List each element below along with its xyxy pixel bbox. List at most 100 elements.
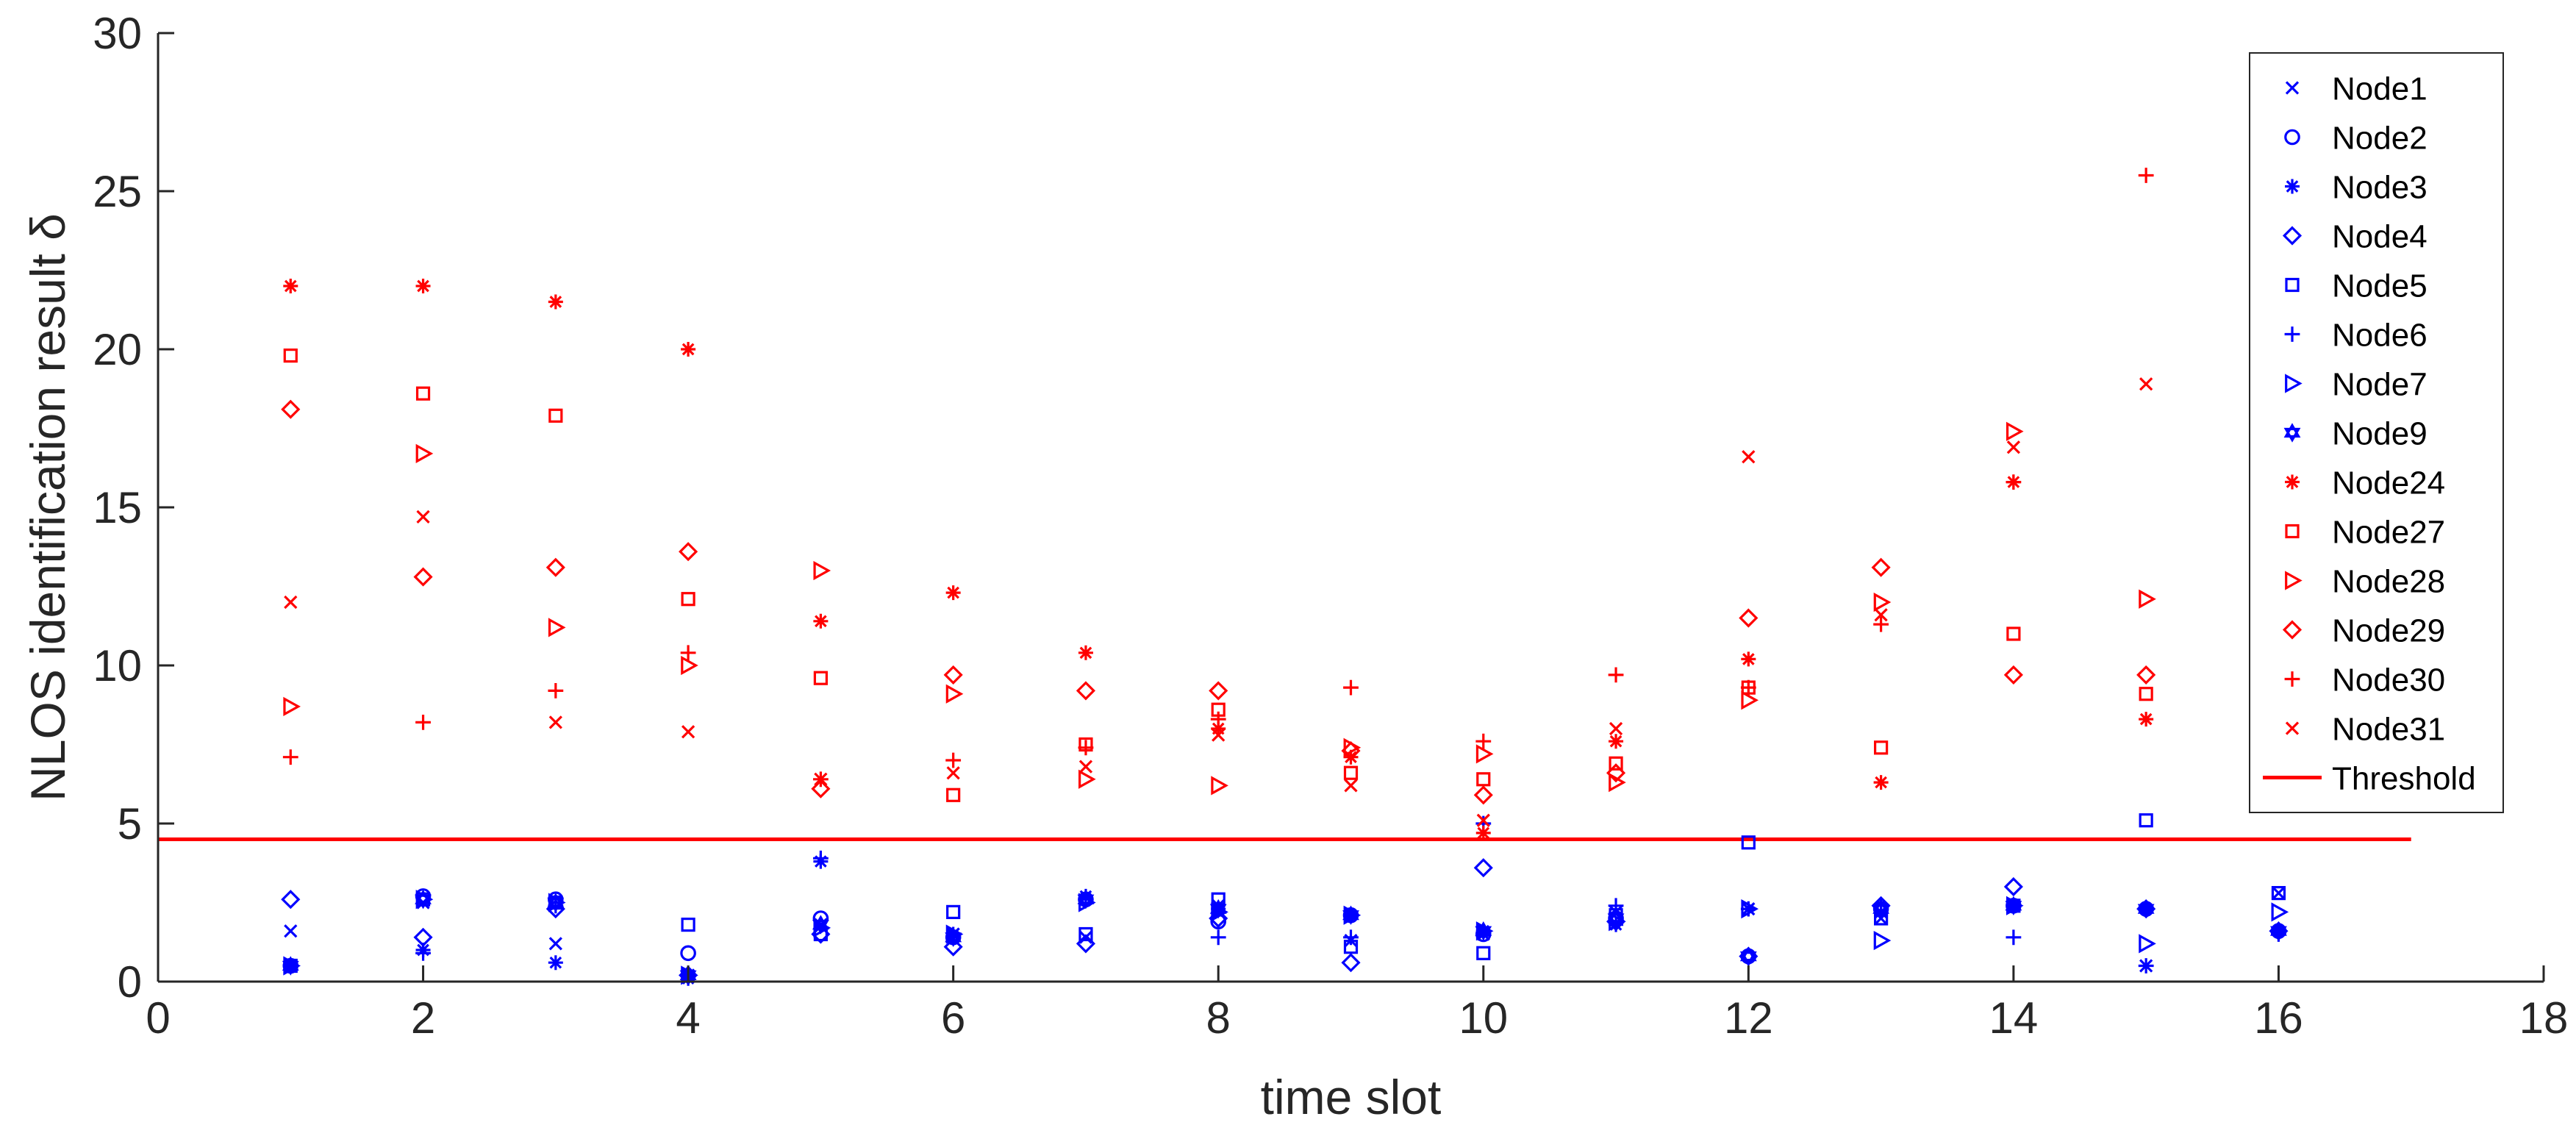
legend-label: Node9 xyxy=(2332,416,2427,452)
x-tick-label: 16 xyxy=(2254,993,2303,1043)
data-point xyxy=(943,937,963,957)
legend: Node1 Node2 Node3 Node4 Node5 Node6 Node7 Node9… xyxy=(2249,52,2504,813)
series-node9 xyxy=(282,889,2287,985)
data-point xyxy=(1078,645,1093,660)
legend-label: Node5 xyxy=(2332,268,2427,304)
data-point xyxy=(1077,889,1095,910)
y-tick-label: 15 xyxy=(93,483,142,532)
data-point xyxy=(282,749,298,765)
data-point xyxy=(2139,712,2154,727)
data-point xyxy=(2138,168,2154,183)
data-point xyxy=(1740,679,1756,696)
data-point xyxy=(1475,744,1494,764)
legend-label: Threshold xyxy=(2332,761,2476,797)
data-point xyxy=(812,850,829,866)
data-point xyxy=(1873,616,1889,632)
x-tick-label: 4 xyxy=(676,993,700,1043)
legend-entry: Node31 xyxy=(2285,712,2445,748)
data-point xyxy=(1607,908,1625,929)
data-point xyxy=(946,766,960,780)
data-point xyxy=(548,408,563,423)
data-point xyxy=(1609,734,1624,749)
data-point xyxy=(946,904,961,920)
data-point xyxy=(1873,592,1892,612)
x-axis-title: time slot xyxy=(1261,1070,1442,1124)
data-point xyxy=(1078,926,1093,942)
legend-swatch xyxy=(2285,179,2300,194)
data-point xyxy=(1871,557,1891,577)
data-point xyxy=(1210,711,1226,727)
data-point xyxy=(813,671,828,685)
data-point xyxy=(1741,690,1759,710)
data-point xyxy=(2006,929,2022,946)
legend-entry: Threshold xyxy=(2263,761,2476,797)
data-point xyxy=(1739,946,1757,966)
data-point xyxy=(413,567,433,587)
legend-swatch xyxy=(2284,671,2300,687)
data-point xyxy=(548,618,566,637)
data-point xyxy=(681,342,696,357)
legend-label: Node6 xyxy=(2332,318,2427,354)
series-node2 xyxy=(282,888,2287,974)
data-point xyxy=(681,917,695,932)
data-point xyxy=(2270,921,2287,941)
legend-swatch xyxy=(2285,474,2300,490)
legend-label: Node4 xyxy=(2332,219,2427,255)
x-tick-label: 6 xyxy=(941,993,965,1043)
data-point xyxy=(1475,733,1492,749)
legend-entry: Node24 xyxy=(2285,465,2445,501)
legend-swatch xyxy=(2282,226,2303,246)
data-point xyxy=(283,349,298,363)
data-point xyxy=(1873,775,1889,790)
series-node28 xyxy=(283,421,2156,796)
y-tick-label: 5 xyxy=(118,799,142,849)
data-point xyxy=(681,655,698,676)
data-point xyxy=(1873,930,1892,951)
data-point xyxy=(415,945,431,961)
data-point xyxy=(547,893,565,912)
data-point xyxy=(548,294,563,310)
legend-swatch xyxy=(2285,524,2300,539)
data-point xyxy=(813,613,829,629)
data-point xyxy=(945,752,962,768)
data-point xyxy=(1739,608,1759,628)
legend-swatch xyxy=(2282,620,2303,640)
data-point xyxy=(281,890,301,910)
series-node30 xyxy=(282,168,2154,787)
data-point xyxy=(548,683,564,699)
series-node27 xyxy=(283,349,2153,802)
data-point xyxy=(2136,665,2156,685)
legend-entry: Node28 xyxy=(2285,564,2445,600)
legend-entry: Node5 xyxy=(2285,268,2427,304)
data-point xyxy=(1741,835,1756,850)
legend-label: Node1 xyxy=(2332,71,2427,107)
data-point xyxy=(415,443,434,464)
y-tick-label: 25 xyxy=(93,167,142,216)
legend-entry: Node27 xyxy=(2285,515,2445,551)
axes-layer: 0 2 4 6 8 10 12 14 16 18 0 5 10 15 20 25 30 time slot NLOS… xyxy=(21,9,2568,1124)
legend-entry: Node7 xyxy=(2285,367,2427,403)
series-node3 xyxy=(283,854,2286,986)
data-point xyxy=(1078,769,1096,789)
series-node31 xyxy=(284,377,2153,827)
legend-swatch xyxy=(2284,326,2300,342)
legend-label: Node2 xyxy=(2332,121,2427,157)
data-point xyxy=(680,945,696,962)
legend-label: Node30 xyxy=(2332,662,2445,699)
data-point xyxy=(811,779,831,799)
data-point xyxy=(1741,899,1759,919)
y-tick-label: 20 xyxy=(93,325,142,374)
data-point xyxy=(1078,740,1094,756)
data-point xyxy=(283,279,298,293)
data-point xyxy=(1608,667,1624,683)
data-point xyxy=(2003,876,2023,897)
data-point xyxy=(2006,474,2022,490)
data-point xyxy=(1606,763,1626,783)
data-point xyxy=(1476,946,1491,960)
data-point xyxy=(1741,651,1756,667)
legend-entry: Node6 xyxy=(2284,318,2427,354)
data-point xyxy=(2271,902,2289,922)
data-point xyxy=(548,955,563,971)
